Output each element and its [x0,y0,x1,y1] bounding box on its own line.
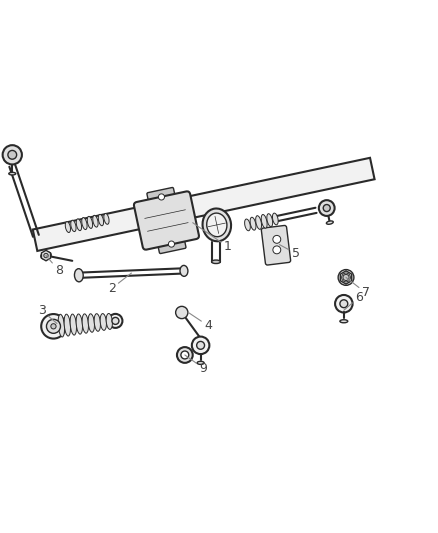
Text: 1: 1 [193,223,232,253]
Ellipse shape [340,320,348,323]
Ellipse shape [93,215,98,227]
Circle shape [340,300,348,308]
Ellipse shape [87,216,92,229]
Circle shape [41,314,66,338]
FancyBboxPatch shape [134,191,199,249]
Ellipse shape [272,213,278,225]
Ellipse shape [82,217,87,230]
Circle shape [177,347,193,363]
Circle shape [273,246,281,254]
Ellipse shape [94,314,100,332]
FancyBboxPatch shape [261,225,291,265]
Text: 4: 4 [188,312,212,332]
Ellipse shape [76,219,81,231]
Circle shape [46,319,60,333]
Circle shape [323,205,330,212]
Polygon shape [340,271,352,284]
Text: 9: 9 [185,355,207,375]
Ellipse shape [41,252,51,259]
Text: 7: 7 [346,278,370,300]
Text: 3: 3 [38,304,57,324]
Ellipse shape [70,314,77,335]
Circle shape [176,306,188,319]
Ellipse shape [250,217,256,230]
Polygon shape [33,158,374,251]
Circle shape [338,270,354,285]
Ellipse shape [100,313,106,330]
Circle shape [273,236,281,243]
Ellipse shape [82,314,88,333]
Ellipse shape [88,314,95,332]
Ellipse shape [267,214,273,227]
Circle shape [8,150,17,159]
Ellipse shape [64,314,71,336]
Ellipse shape [202,208,231,241]
Circle shape [112,317,119,325]
Text: 8: 8 [46,255,63,277]
Polygon shape [42,251,50,261]
Ellipse shape [326,221,333,224]
Ellipse shape [58,314,64,337]
Circle shape [343,274,349,280]
Text: 5: 5 [279,245,300,260]
Ellipse shape [71,220,76,232]
Ellipse shape [74,269,83,282]
Ellipse shape [180,265,188,276]
Circle shape [335,295,353,312]
Circle shape [44,253,48,258]
FancyBboxPatch shape [147,188,176,206]
Ellipse shape [9,172,16,175]
Circle shape [109,314,123,328]
Circle shape [51,324,56,329]
Ellipse shape [207,213,227,237]
Circle shape [319,200,335,216]
Ellipse shape [76,314,82,334]
FancyBboxPatch shape [157,235,186,254]
Ellipse shape [98,214,103,226]
Ellipse shape [106,313,113,329]
Circle shape [197,342,205,349]
Text: 6: 6 [344,290,363,310]
Circle shape [181,351,189,359]
Ellipse shape [244,219,251,231]
Circle shape [168,241,174,247]
Ellipse shape [197,361,204,365]
Ellipse shape [256,216,261,229]
Ellipse shape [212,260,220,263]
Ellipse shape [65,222,71,232]
Ellipse shape [104,213,109,224]
Circle shape [342,273,350,282]
Circle shape [192,336,209,354]
Circle shape [3,145,22,165]
Ellipse shape [261,214,267,228]
Text: 2: 2 [108,273,131,295]
Circle shape [159,194,165,200]
